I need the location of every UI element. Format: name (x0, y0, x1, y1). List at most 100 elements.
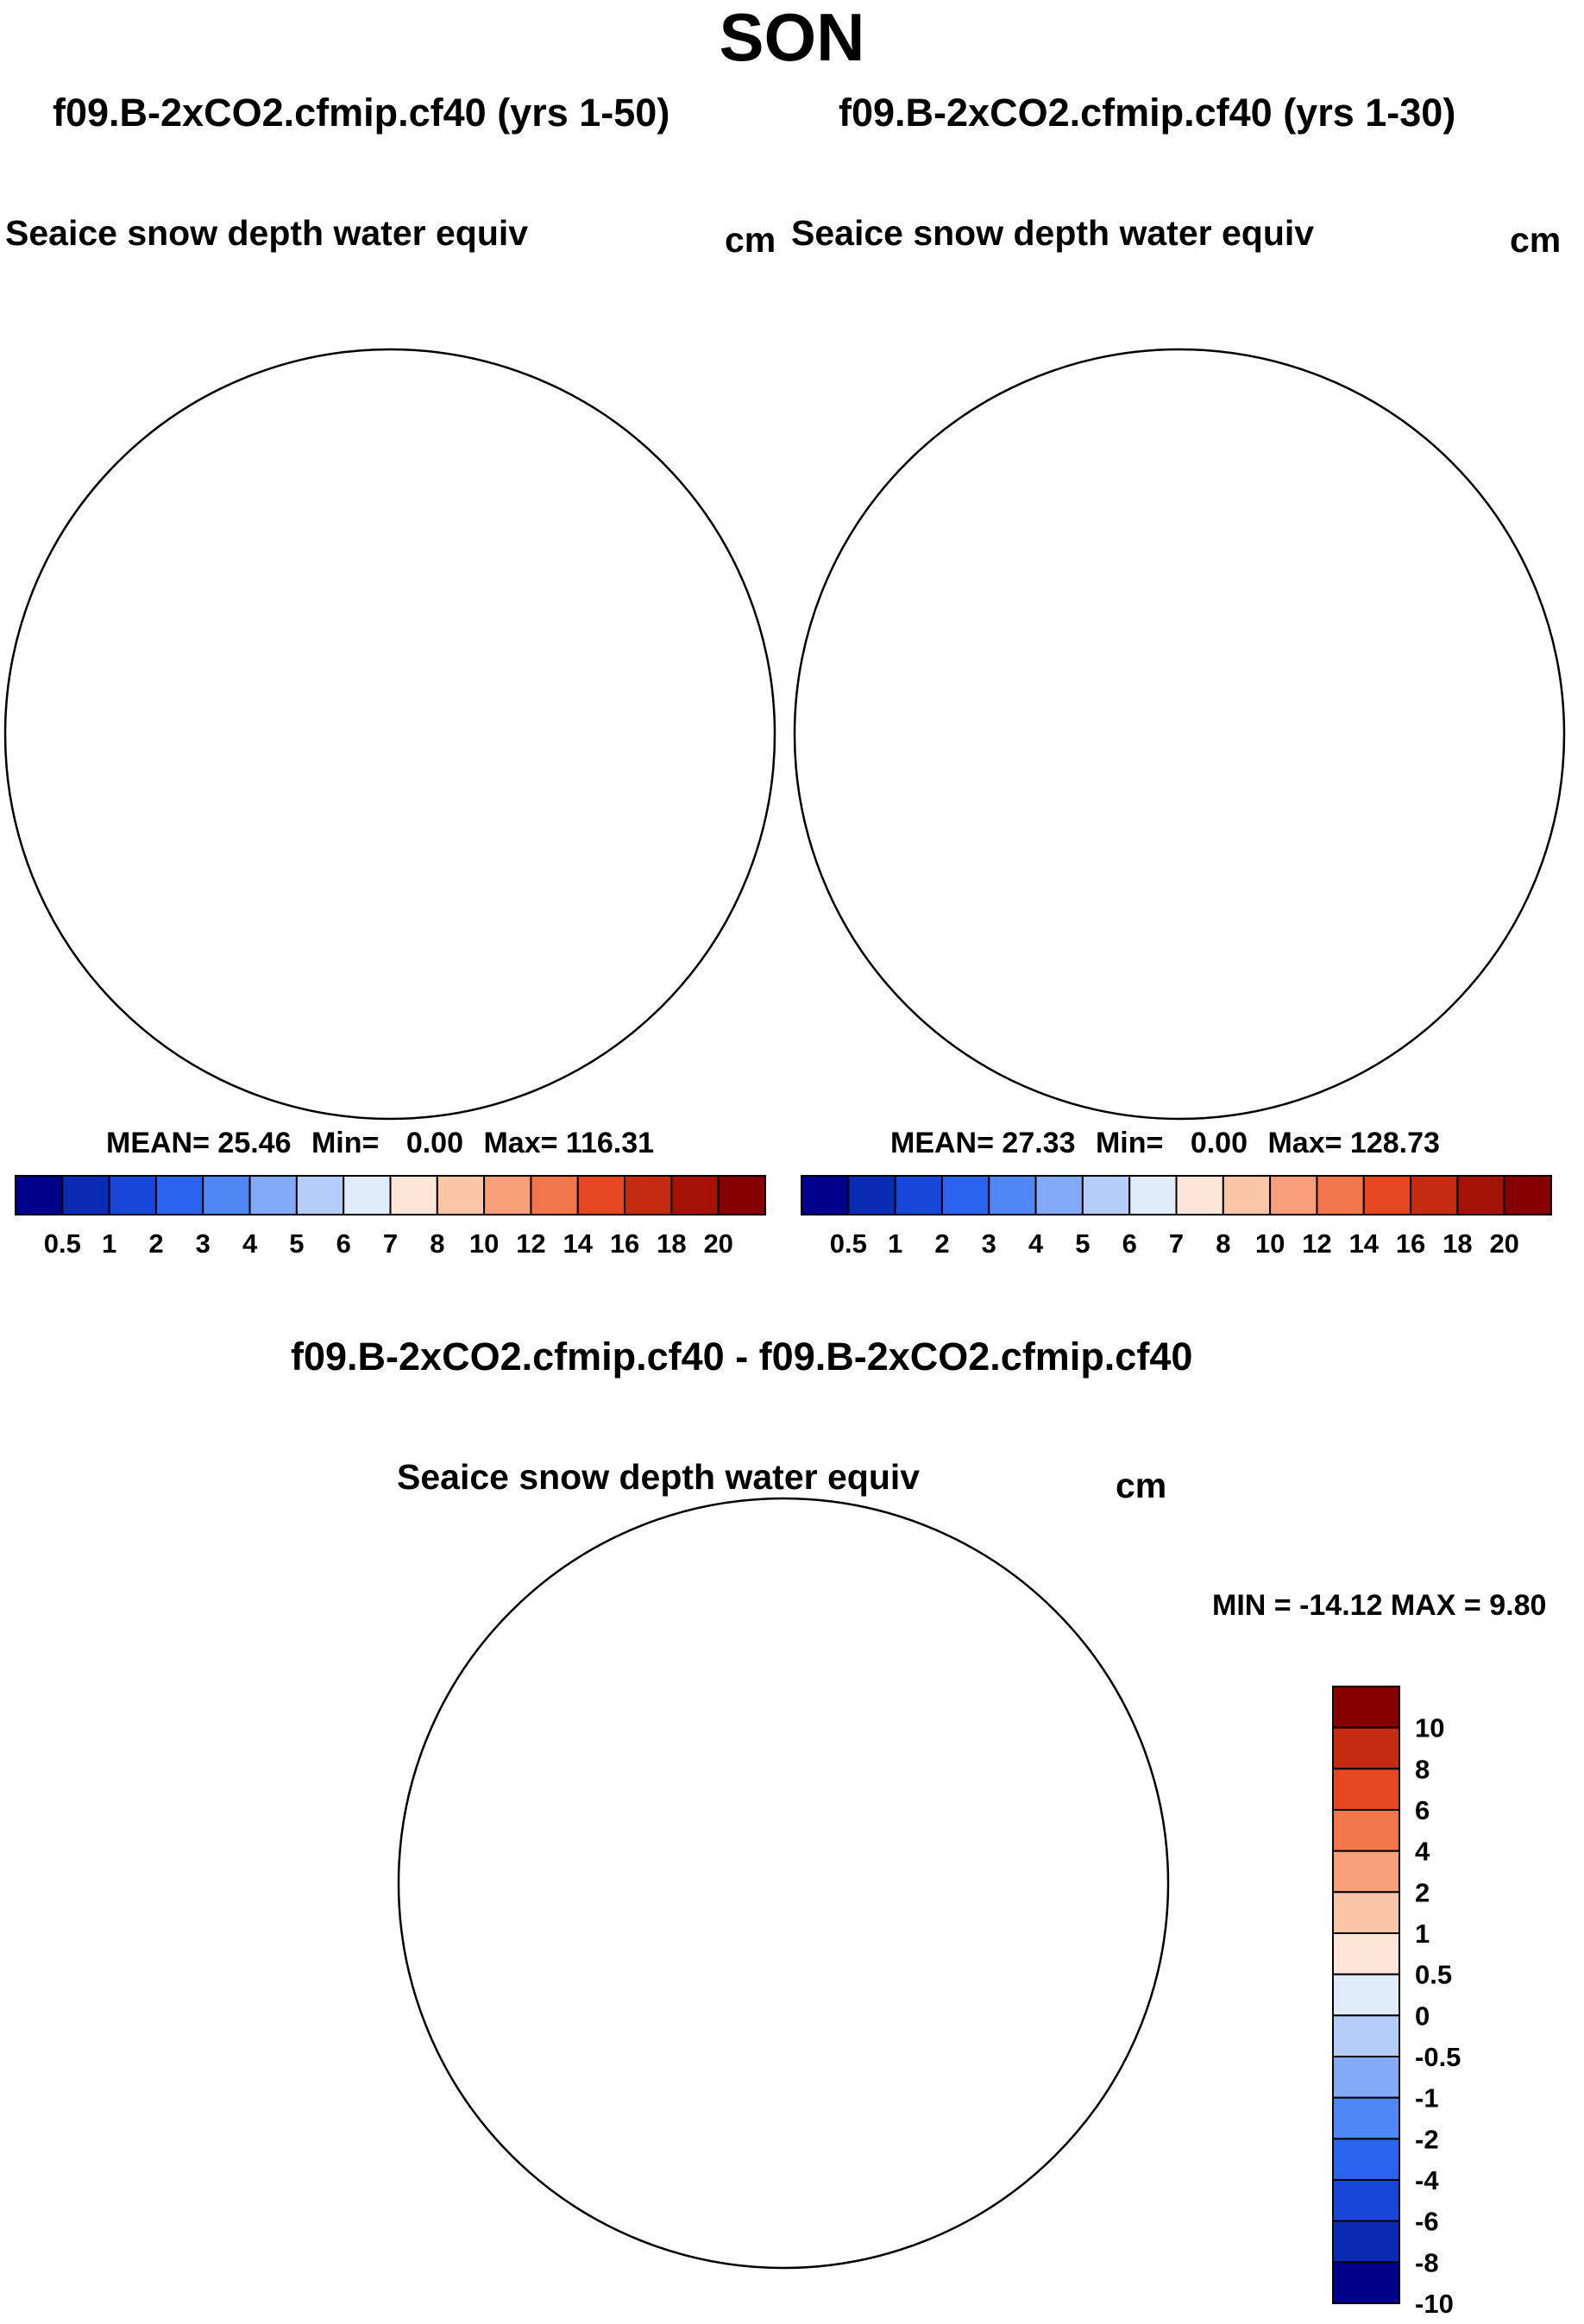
colorbar-tick-label: 16 (1396, 1228, 1425, 1259)
panel-left-variable-title: Seaice snow depth water equiv (5, 213, 529, 253)
colorbar-swatch (1222, 1175, 1272, 1215)
colorbar-swatch (1503, 1175, 1552, 1215)
colorbar-tick-label: 10 (1415, 1713, 1444, 1743)
colorbar-swatch (801, 1175, 850, 1215)
max-value: 128.73 (1349, 1127, 1440, 1159)
mean-label: MEAN= (890, 1127, 994, 1159)
antarctica-coastline (921, 482, 1454, 952)
colorbar-tick-label: 0.5 (44, 1228, 81, 1259)
colorbar-swatch (894, 1175, 943, 1215)
min-label: Min= (311, 1127, 380, 1159)
colorbar-tick-label: -0.5 (1415, 2042, 1461, 2072)
map-boundary-circle (3, 348, 776, 1121)
colorbar-tick-label: 2 (148, 1228, 163, 1259)
colorbar-swatch (61, 1175, 110, 1215)
colorbar-tick-label: -8 (1415, 2247, 1439, 2277)
colorbar-swatch (988, 1175, 1037, 1215)
sea-ice-field (395, 1083, 763, 1096)
colorbar-swatch (1456, 1175, 1505, 1215)
colorbar-tick-label: 12 (516, 1228, 545, 1259)
antarctica-coastline (131, 482, 664, 952)
map-boundary-circle (793, 348, 1566, 1121)
colorbar-swatch (1332, 1768, 1400, 1811)
mean-label: MEAN= (106, 1127, 210, 1159)
colorbar-swatch (1410, 1175, 1459, 1215)
colorbar-tick-label: 7 (1169, 1228, 1184, 1259)
colorbar-swatch (1316, 1175, 1365, 1215)
colorbar-swatch (1128, 1175, 1178, 1215)
colorbar-swatch (1332, 1686, 1400, 1729)
diff-units: cm (1116, 1466, 1167, 1505)
colorbar-tick-label: 6 (1415, 1795, 1430, 1825)
panel-left-units: cm (725, 220, 776, 260)
colorbar-tick-label: 8 (1415, 1754, 1430, 1784)
map-right (793, 348, 1566, 1121)
min-label: Min= (1095, 1127, 1164, 1159)
colorbar-tick-label: 0 (1415, 2001, 1430, 2031)
map-difference (397, 1497, 1170, 2270)
colorbar-right: 0.5 1 2 3 4 5 6 7 8 10 12 14 16 18 20 (801, 1175, 1552, 1259)
colorbar-tick-label: 10 (469, 1228, 499, 1259)
panel-right-stats: MEAN= 27.33 Min= 0.00 Max= 128.73 (890, 1128, 1440, 1158)
colorbar-swatch (1362, 1175, 1412, 1215)
colorbar-tick-label: 1 (1415, 1919, 1430, 1949)
colorbar-swatch (248, 1175, 298, 1215)
colorbar-tick-label: 0.5 (830, 1228, 867, 1259)
difference-field (426, 1519, 1155, 2245)
colorbar-swatch (1332, 1850, 1400, 1894)
colorbar-swatch (1034, 1175, 1084, 1215)
diff-minmax: MIN = -14.12 MAX = 9.80 (1212, 1589, 1547, 1622)
colorbar-swatch (343, 1175, 392, 1215)
colorbar-tick-label: 5 (1075, 1228, 1090, 1259)
colorbar-tick-label: 14 (1349, 1228, 1380, 1259)
colorbar-swatch (1332, 1891, 1400, 1934)
colorbar-tick-label: -2 (1415, 2124, 1439, 2154)
colorbar-swatch (1332, 2096, 1400, 2140)
colorbar-tick-label: 3 (196, 1228, 211, 1259)
colorbar-tick-label: 18 (1443, 1228, 1472, 1259)
colorbar-swatch (1332, 2179, 1400, 2222)
max-label: Max= (1267, 1127, 1342, 1159)
colorbar-tick-label: 16 (610, 1228, 639, 1259)
mean-value: 25.46 (217, 1127, 292, 1159)
colorbar-tick-label: 12 (1302, 1228, 1331, 1259)
colorbar-tick-label: 2 (1415, 1877, 1430, 1907)
colorbar-swatch (1332, 2261, 1400, 2304)
min-value: 0.00 (405, 1127, 464, 1159)
colorbar-tick-label: 0.5 (1415, 1960, 1452, 1990)
max-value: 116.31 (565, 1127, 655, 1159)
antarctica-coastline (525, 1631, 1058, 2101)
colorbar-swatch (1332, 2056, 1400, 2099)
colorbar-swatch (1332, 1932, 1400, 1975)
colorbar-tick-label: 3 (982, 1228, 996, 1259)
panel-right-case-title: f09.B-2xCO2.cfmip.cf40 (yrs 1-30) (839, 91, 1456, 135)
colorbar-swatch (1332, 2220, 1400, 2264)
colorbar-tick-label: 8 (430, 1228, 444, 1259)
colorbar-swatch (1332, 1726, 1400, 1770)
colorbar-tick-label: 6 (1122, 1228, 1137, 1259)
colorbar-tick-label: 2 (934, 1228, 949, 1259)
colorbar-diff: 10 8 6 4 2 1 0.5 0 -0.5 -1 -2 -4 -6 -8 -10 (1332, 1686, 1461, 2319)
colorbar-swatch (202, 1175, 251, 1215)
colorbar-tick-label: -6 (1415, 2207, 1439, 2237)
colorbar-tick-label: 18 (657, 1228, 686, 1259)
colorbar-swatch (1332, 1809, 1400, 1852)
colorbar-tick-label: -10 (1415, 2289, 1454, 2319)
colorbar-swatch (436, 1175, 486, 1215)
min-value: 0.00 (1190, 1127, 1248, 1159)
diff-case-title: f09.B-2xCO2.cfmip.cf40 - f09.B-2xCO2.cfm… (291, 1335, 1193, 1379)
panel-right-variable-title: Seaice snow depth water equiv (791, 213, 1315, 253)
colorbar-swatch (530, 1175, 579, 1215)
season-title: SON (719, 0, 865, 75)
colorbar-swatch (1081, 1175, 1131, 1215)
colorbar-tick-label: 5 (289, 1228, 304, 1259)
colorbar-swatch (1175, 1175, 1224, 1215)
colorbar-swatch (15, 1175, 64, 1215)
colorbar-swatch (1332, 1973, 1400, 2017)
mean-value: 27.33 (1002, 1127, 1076, 1159)
max-label: Max= (483, 1127, 558, 1159)
colorbar-swatch (717, 1175, 766, 1215)
colorbar-swatch (847, 1175, 896, 1215)
colorbar-tick-label: 20 (1489, 1228, 1518, 1259)
colorbar-tick-label: 1 (102, 1228, 116, 1259)
